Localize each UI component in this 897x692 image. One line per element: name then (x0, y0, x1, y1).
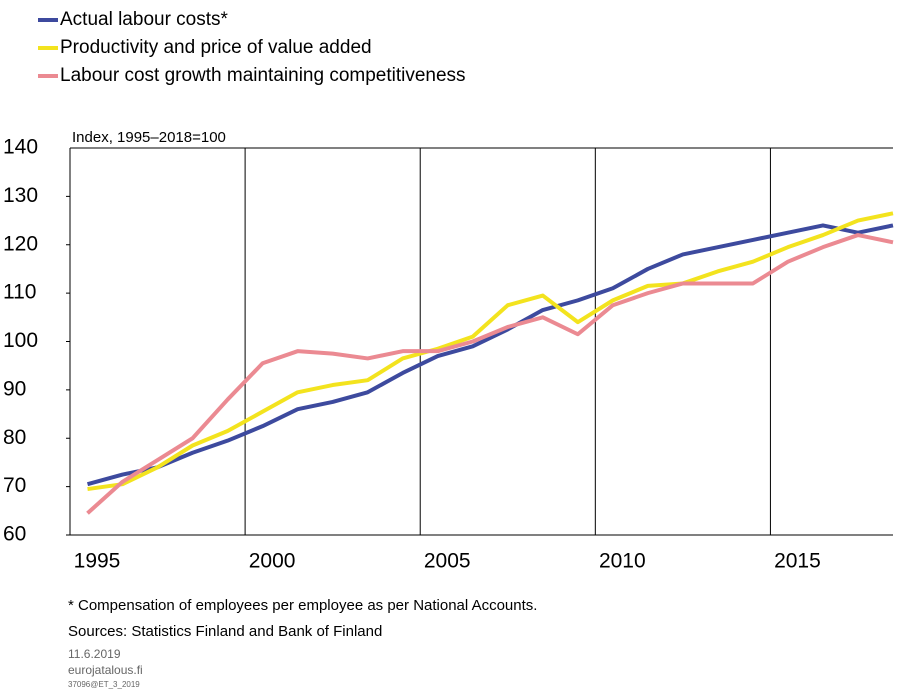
x-tick-label: 2010 (599, 550, 646, 573)
y-tick-label: 140 (3, 136, 38, 159)
y-axis-label: Index, 1995–2018=100 (72, 129, 226, 146)
series-line (87, 211, 894, 492)
y-tick-label: 120 (3, 232, 38, 255)
code: 37096@ET_3_2019 (68, 680, 140, 689)
y-tick-label: 70 (3, 474, 26, 497)
x-tick-label: 2005 (424, 550, 471, 573)
y-tick-label: 60 (3, 523, 26, 546)
y-tick-label: 100 (3, 329, 38, 352)
x-tick-label: 1995 (74, 550, 121, 573)
y-tick-label: 90 (3, 377, 26, 400)
series-line (86, 233, 894, 515)
x-tick-label: 2000 (249, 550, 296, 573)
legend-label: Actual labour costs* (60, 9, 229, 30)
y-tick-label: 130 (3, 184, 38, 207)
sources: Sources: Statistics Finland and Bank of … (68, 623, 382, 640)
series-line (86, 223, 894, 487)
site: eurojatalous.fi (68, 663, 143, 677)
date: 11.6.2019 (68, 647, 121, 661)
y-tick-label: 110 (3, 281, 36, 304)
footnote: * Compensation of employees per employee… (68, 597, 537, 614)
legend-label: Productivity and price of value added (60, 37, 372, 58)
legend-label: Labour cost growth maintaining competiti… (60, 65, 466, 86)
y-tick-label: 80 (3, 426, 26, 449)
x-tick-label: 2015 (774, 550, 821, 573)
